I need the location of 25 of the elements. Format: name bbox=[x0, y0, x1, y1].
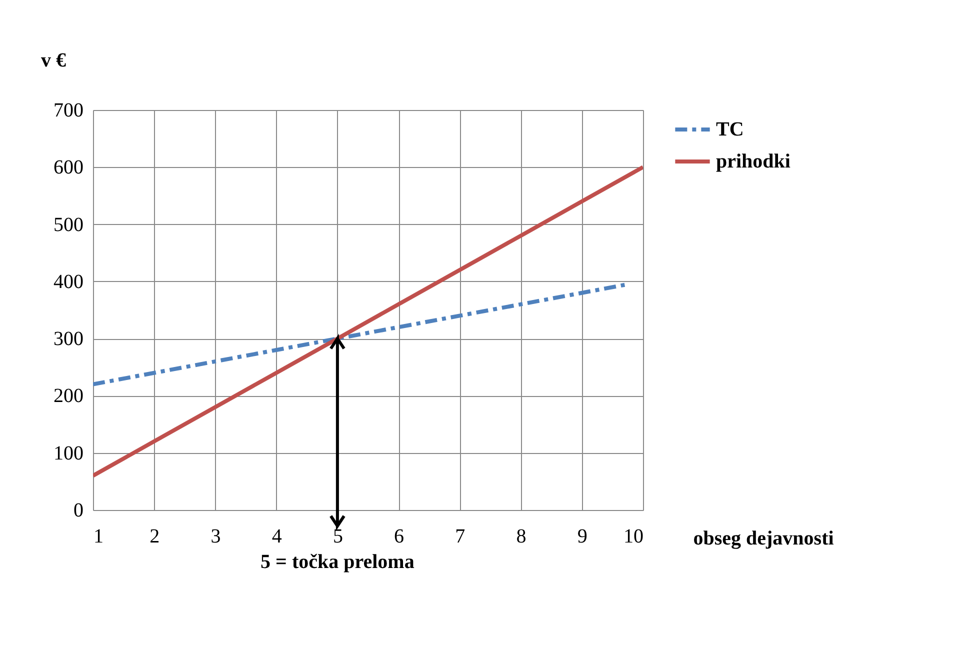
y-tick-label: 700 bbox=[54, 100, 84, 122]
y-tick-label: 500 bbox=[54, 214, 84, 236]
x-tick-label: 1 bbox=[94, 526, 104, 548]
y-tick-label: 400 bbox=[54, 270, 84, 293]
x-tick-label: 10 bbox=[624, 526, 644, 548]
legend-label: prihodki bbox=[716, 150, 791, 172]
legend-label: TC bbox=[716, 118, 744, 140]
x-tick-label: 5 bbox=[332, 526, 343, 548]
line-series bbox=[93, 165, 643, 478]
ref-line-label: 5 = točka preloma bbox=[260, 551, 414, 573]
y-tick-label: 600 bbox=[54, 156, 84, 179]
y-tick-label: 300 bbox=[54, 328, 84, 350]
x-tick-label: 9 bbox=[577, 526, 588, 548]
y-tick-label: 200 bbox=[54, 385, 84, 408]
x-tick-label: 6 bbox=[394, 526, 404, 548]
x-tick-label: 4 bbox=[272, 526, 282, 548]
x-tick-label: 2 bbox=[150, 526, 160, 548]
y-tick-label: 0 bbox=[74, 500, 84, 522]
x-tick-label: 7 bbox=[455, 526, 466, 548]
x-tick-label: 8 bbox=[516, 526, 526, 548]
x-tick-label: 3 bbox=[210, 526, 221, 548]
line-series bbox=[93, 282, 627, 386]
y-axis-title: v € bbox=[41, 50, 66, 72]
y-tick-label: 100 bbox=[54, 442, 84, 464]
x-axis-title: obseg dejavnosti bbox=[693, 528, 834, 550]
